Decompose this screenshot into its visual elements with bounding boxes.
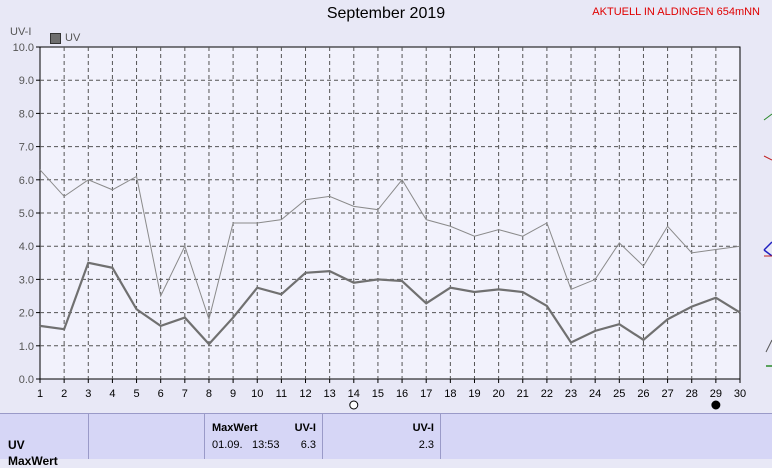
x-tick-label: 5 xyxy=(133,388,139,400)
moon-markers xyxy=(349,400,721,410)
x-tick-label: 1 xyxy=(37,388,43,400)
x-tick-label: 10 xyxy=(251,388,263,400)
y-axis-label: UV-I xyxy=(10,26,32,38)
max-value: 6.3 xyxy=(300,439,316,451)
x-tick-label: 27 xyxy=(661,388,673,400)
chart-legend: UV xyxy=(50,32,80,44)
summary-max-cell: MaxWert UV-I 01.09. 13:53 6.3 xyxy=(204,414,323,459)
x-tick-label: 24 xyxy=(589,388,601,400)
x-tick-label: 17 xyxy=(420,388,432,400)
x-tick-label: 3 xyxy=(85,388,91,400)
max-time: 13:53 xyxy=(252,439,280,451)
chart-title: September 2019 xyxy=(326,5,446,22)
x-tick-label: 14 xyxy=(348,388,360,400)
maxwert-header: MaxWert xyxy=(212,422,258,434)
x-tick-label: 23 xyxy=(565,388,577,400)
y-tick-label: 3.0 xyxy=(19,274,34,286)
summary-avg-cell: UV-I 2.3 xyxy=(322,414,441,459)
y-tick-label: 9.0 xyxy=(19,75,34,87)
new-moon-icon xyxy=(711,400,721,410)
y-tick-label: 10.0 xyxy=(13,42,34,54)
x-tick-label: 29 xyxy=(710,388,722,400)
x-tick-label: 9 xyxy=(230,388,236,400)
uv-max-line xyxy=(39,169,741,322)
x-axis: 1 2 3 4 5 6 7 8 9 10 11 12 13 14 15 16 17 18 19 20 21 22 23 24 2… xyxy=(37,379,746,400)
x-tick-label: 22 xyxy=(541,388,553,400)
x-tick-label: 12 xyxy=(299,388,311,400)
grid xyxy=(40,47,740,379)
x-tick-label: 8 xyxy=(206,388,212,400)
x-tick-label: 18 xyxy=(444,388,456,400)
summary-empty-cell xyxy=(88,414,205,459)
x-tick-label: 30 xyxy=(734,388,746,400)
x-tick-label: 11 xyxy=(276,388,287,400)
x-tick-label: 7 xyxy=(182,388,188,400)
avg-value: 2.3 xyxy=(418,439,434,451)
y-tick-label: 8.0 xyxy=(19,108,34,120)
x-tick-label: 16 xyxy=(396,388,408,400)
summary-row-label-2: MaxWert xyxy=(8,454,58,468)
series-lines xyxy=(39,169,741,346)
side-trend-marks xyxy=(763,113,772,367)
max-unit-header: UV-I xyxy=(294,422,316,434)
station-label: AKTUELL IN ALDINGEN 654mNN xyxy=(592,6,760,18)
y-tick-label: 4.0 xyxy=(19,241,34,253)
y-tick-label: 0.0 xyxy=(19,374,34,386)
x-tick-label: 13 xyxy=(324,388,336,400)
uv-mean-line xyxy=(39,261,741,346)
x-tick-label: 28 xyxy=(686,388,698,400)
y-tick-label: 2.0 xyxy=(19,308,34,320)
legend-label: UV xyxy=(65,32,81,44)
x-tick-label: 26 xyxy=(637,388,649,400)
x-tick-label: 20 xyxy=(492,388,504,400)
x-tick-label: 19 xyxy=(468,388,480,400)
full-moon-icon xyxy=(349,400,359,410)
y-tick-label: 6.0 xyxy=(19,175,34,187)
x-tick-label: 15 xyxy=(372,388,384,400)
x-tick-label: 4 xyxy=(109,388,115,400)
avg-unit-header: UV-I xyxy=(412,422,434,434)
x-tick-label: 6 xyxy=(158,388,164,400)
summary-label-cell: UV MaxWert xyxy=(0,414,89,468)
legend-swatch xyxy=(50,32,61,44)
y-tick-label: 1.0 xyxy=(19,341,34,353)
y-axis: 0.0 1.0 2.0 3.0 4.0 5.0 6.0 7.0 8.0 9.0 10.0 xyxy=(13,42,40,386)
summary-table: UV MaxWert MaxWert UV-I 01.09. 13:53 6.3… xyxy=(0,413,772,468)
x-tick-label: 25 xyxy=(613,388,625,400)
y-tick-label: 7.0 xyxy=(19,142,34,154)
summary-row-label: UV xyxy=(8,438,25,452)
x-tick-label: 21 xyxy=(517,388,529,400)
y-tick-label: 5.0 xyxy=(19,208,34,220)
x-tick-label: 2 xyxy=(61,388,67,400)
max-date: 01.09. xyxy=(212,439,243,451)
